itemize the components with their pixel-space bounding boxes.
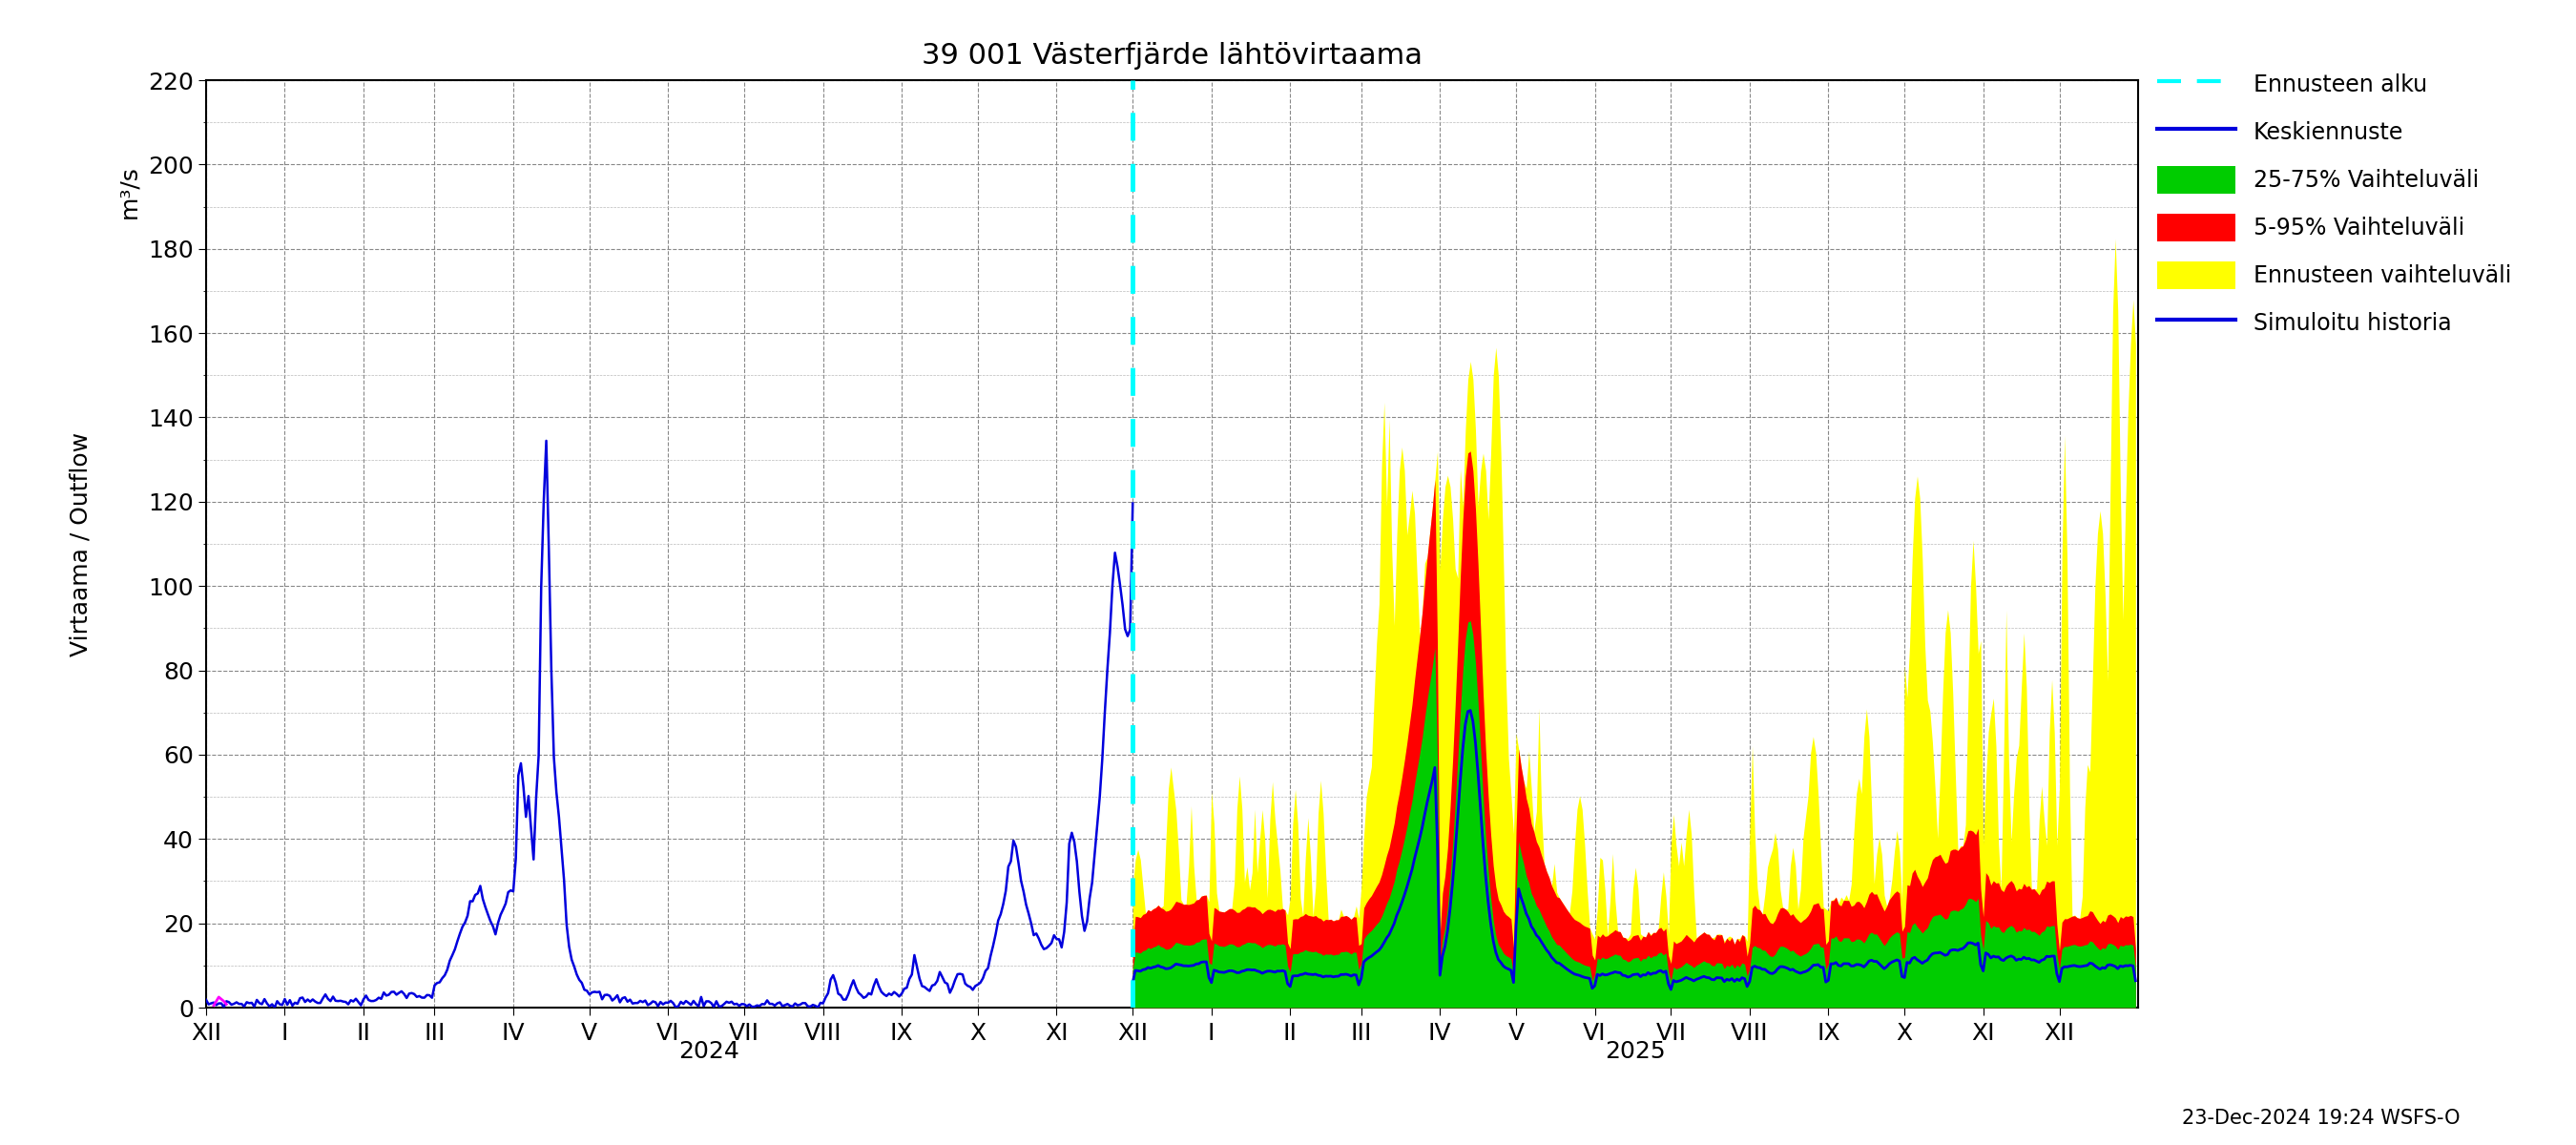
- Text: Virtaama / Outflow: Virtaama / Outflow: [70, 432, 93, 656]
- Text: 2025: 2025: [1605, 1040, 1667, 1063]
- Text: m³/s: m³/s: [118, 165, 139, 218]
- Title: 39 001 Västerfjärde lähtövirtaama: 39 001 Västerfjärde lähtövirtaama: [922, 42, 1422, 70]
- Text: 2024: 2024: [677, 1040, 739, 1063]
- Text: 23-Dec-2024 19:24 WSFS-O: 23-Dec-2024 19:24 WSFS-O: [2182, 1108, 2460, 1128]
- Legend: Ennusteen alku, Keskiennuste, 25-75% Vaihteluväli, 5-95% Vaihteluväli, Ennusteen: Ennusteen alku, Keskiennuste, 25-75% Vai…: [2148, 62, 2519, 346]
